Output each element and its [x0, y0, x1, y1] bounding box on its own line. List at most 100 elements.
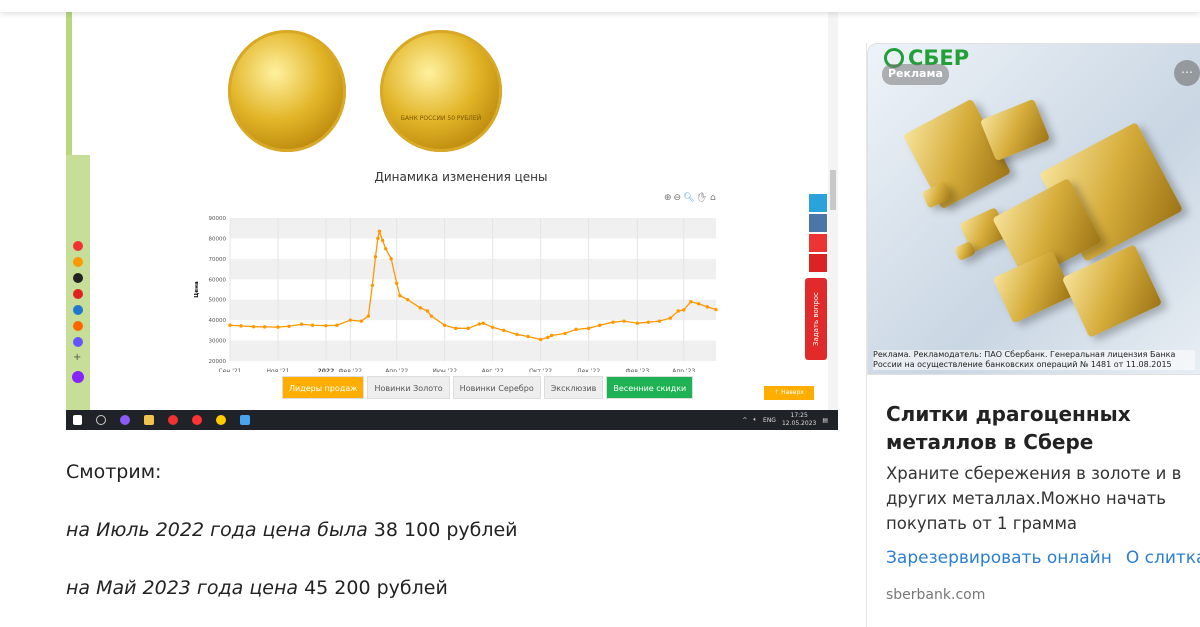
sidebar-app-icon[interactable]: [73, 337, 83, 347]
article-line: на Май 2023 года цена 45 200 рублей: [66, 577, 448, 599]
pan-icon[interactable]: ✋︎: [696, 193, 710, 203]
sidebar-app-icon[interactable]: [73, 257, 83, 267]
tab-new-gold[interactable]: Новинки Золото: [367, 376, 450, 399]
ad-card[interactable]: СБЕР Реклама ⋯ Реклама. Рекламодатель: П…: [866, 43, 1200, 627]
tab-exclusive[interactable]: Эксклюзив: [543, 376, 604, 399]
ad-domain[interactable]: sberbank.com: [886, 587, 986, 603]
tab-spring-sale[interactable]: Весенние скидки: [606, 376, 694, 399]
data-point: [501, 328, 506, 333]
article-line: Смотрим:: [66, 461, 162, 483]
x-tick-label: Июн '22: [432, 368, 457, 372]
price-chart: Сен '21 Ноя '21 2022 Фев '22 Апр '22 Июн '22 А…: [194, 216, 718, 372]
telegram-icon[interactable]: [809, 194, 827, 212]
zen-icon[interactable]: [809, 254, 827, 272]
grid-band: [230, 299, 716, 321]
beeline-icon[interactable]: [216, 415, 226, 425]
x-tick-label: Ноя '21: [266, 368, 289, 372]
data-point: [418, 306, 423, 310]
data-point: [276, 325, 280, 329]
x-tick-label: Окт '22: [529, 368, 552, 372]
data-point: [359, 319, 364, 323]
home-icon[interactable]: ⌂: [709, 193, 718, 203]
data-point: [714, 307, 718, 312]
data-point: [574, 327, 578, 332]
tab-new-silver[interactable]: Новинки Серебро: [452, 376, 541, 399]
chevron-up-icon[interactable]: ^: [742, 416, 748, 424]
data-point: [373, 255, 378, 259]
coin-reverse: БАНК РОССИИ 50 РУБЛЕЙ: [380, 30, 502, 152]
ad-image[interactable]: СБЕР Реклама ⋯ Реклама. Рекламодатель: П…: [867, 43, 1200, 375]
tab-bestsellers[interactable]: Лидеры продаж: [282, 376, 365, 399]
alice-icon[interactable]: [120, 415, 130, 425]
sidebar-app-icon[interactable]: [73, 289, 83, 299]
data-point: [228, 323, 232, 327]
y-tick-label: 50000: [209, 298, 227, 304]
data-point: [406, 298, 410, 302]
ad-link-about[interactable]: О слитках: [1125, 548, 1200, 568]
grid-band: [230, 258, 716, 280]
data-point: [586, 326, 591, 331]
ad-badge: Реклама: [882, 64, 949, 85]
product-tabs: Лидеры продаж Новинки Золото Новинки Сер…: [282, 376, 694, 399]
scrollbar[interactable]: [828, 10, 838, 410]
ask-question-button[interactable]: Задать вопрос: [805, 278, 827, 360]
folder-icon[interactable]: [144, 415, 154, 425]
data-point: [377, 229, 382, 233]
lang-indicator[interactable]: ENG: [763, 416, 776, 424]
vk-icon[interactable]: [809, 214, 827, 232]
data-point: [370, 283, 375, 288]
chart-toolbar[interactable]: ⊕⊖🔍︎✋︎⌂: [664, 193, 718, 203]
volume-icon[interactable]: 🔈︎: [753, 416, 758, 423]
magnify-icon[interactable]: 🔍︎: [683, 193, 697, 203]
data-point: [348, 318, 353, 322]
sidebar-app-icon[interactable]: [73, 241, 83, 251]
price-line: [229, 228, 717, 341]
data-point: [657, 319, 662, 323]
sidebar-app-icon[interactable]: [73, 321, 83, 331]
yandex-icon[interactable]: [192, 415, 202, 425]
scroll-top-button[interactable]: ↑ Наверх: [764, 386, 814, 400]
zoom-in-icon[interactable]: ⊕: [664, 193, 674, 203]
chart-title: Динамика изменения цены: [374, 170, 548, 184]
add-icon[interactable]: +: [73, 352, 82, 363]
grid-band: [230, 218, 716, 239]
y-tick-label: 40000: [209, 318, 227, 324]
notifications-icon[interactable]: ▤: [822, 416, 828, 424]
article-line: на Июль 2022 года цена была 38 100 рубле…: [66, 519, 518, 541]
ad-title[interactable]: Слитки драгоценных металлов в Сбере: [886, 402, 1131, 454]
alice-icon[interactable]: [72, 371, 84, 383]
sidebar-app-icon[interactable]: [73, 305, 83, 315]
zoom-out-icon[interactable]: ⊖: [673, 193, 684, 203]
data-point: [546, 335, 550, 340]
youtube-icon[interactable]: [809, 234, 827, 252]
data-point: [668, 316, 673, 320]
sidebar-app-icon[interactable]: [73, 273, 83, 283]
data-point: [376, 236, 380, 241]
data-point: [324, 323, 328, 328]
sidebar-strip: [66, 10, 72, 155]
search-icon[interactable]: [96, 415, 106, 425]
data-point: [395, 281, 399, 286]
yandex-browser-icon[interactable]: [168, 415, 178, 425]
clock[interactable]: 17:25 12.05.2023: [781, 412, 817, 427]
x-tick-label: Сен '21: [219, 368, 242, 372]
data-point: [389, 257, 393, 261]
data-point: [262, 325, 267, 329]
data-point: [705, 305, 710, 309]
site-header: [0, 0, 1200, 12]
more-options-button[interactable]: ⋯: [1174, 60, 1200, 86]
y-tick-label: 80000: [209, 236, 227, 242]
x-tick-label: Фев '22: [339, 368, 363, 372]
windows-start-icon[interactable]: [73, 415, 82, 425]
data-point: [398, 293, 402, 298]
grid-band: [230, 340, 716, 361]
data-point: [635, 321, 640, 325]
data-point: [287, 324, 291, 328]
ad-link-reserve[interactable]: Зарезервировать онлайн: [886, 548, 1112, 568]
document-icon[interactable]: [240, 415, 250, 425]
ad-disclaimer: Реклама. Рекламодатель: ПАО Сбербанк. Ге…: [873, 350, 1195, 370]
y-tick-label: 90000: [209, 216, 227, 222]
data-point: [481, 321, 485, 325]
coin-obverse: [228, 30, 346, 152]
data-point: [299, 322, 304, 326]
